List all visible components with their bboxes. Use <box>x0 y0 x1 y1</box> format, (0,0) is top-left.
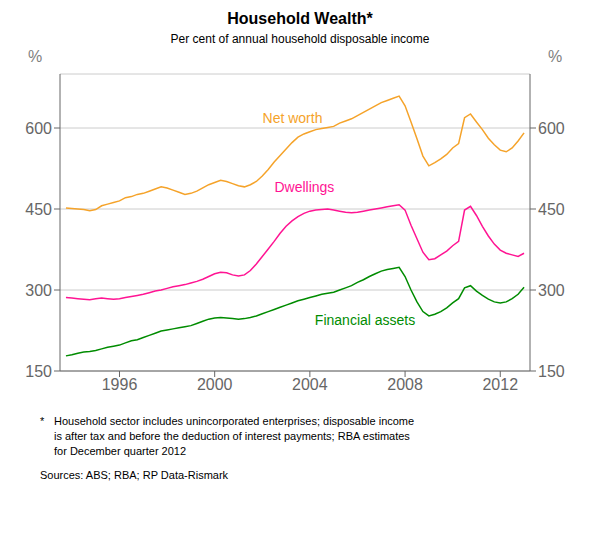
svg-text:300: 300 <box>538 282 565 299</box>
svg-text:2008: 2008 <box>387 376 423 393</box>
html-text:Household sector includes unin: Household sector includes unincorporated… <box>54 415 415 427</box>
svg-text:600: 600 <box>538 120 565 137</box>
svg-text:600: 600 <box>25 120 52 137</box>
html-text:Sources: ABS; RBA; RP Data-Ris: Sources: ABS; RBA; RP Data-Rismark <box>40 469 229 481</box>
svg-text:450: 450 <box>25 201 52 218</box>
svg-text:450: 450 <box>538 201 565 218</box>
svg-text:%: % <box>548 48 562 65</box>
svg-text:2012: 2012 <box>482 376 518 393</box>
svg-text:150: 150 <box>538 363 565 380</box>
svg-text:1996: 1996 <box>102 376 138 393</box>
svg-text:300: 300 <box>25 282 52 299</box>
html-text:Household Wealth*: Household Wealth* <box>227 10 373 27</box>
html-text:is after tax and before the de: is after tax and before the deduction of… <box>54 430 410 442</box>
html-text:for December quarter 2012: for December quarter 2012 <box>54 445 187 457</box>
svg-text:Net worth: Net worth <box>263 110 323 126</box>
svg-text:150: 150 <box>25 363 52 380</box>
html-text:Per cent of annual household d: Per cent of annual household disposable … <box>170 32 430 46</box>
svg-text:Financial assets: Financial assets <box>315 312 415 328</box>
svg-text:2004: 2004 <box>292 376 328 393</box>
svg-text:Dwellings: Dwellings <box>274 179 334 195</box>
svg-text:%: % <box>28 48 42 65</box>
svg-text:2000: 2000 <box>197 376 233 393</box>
